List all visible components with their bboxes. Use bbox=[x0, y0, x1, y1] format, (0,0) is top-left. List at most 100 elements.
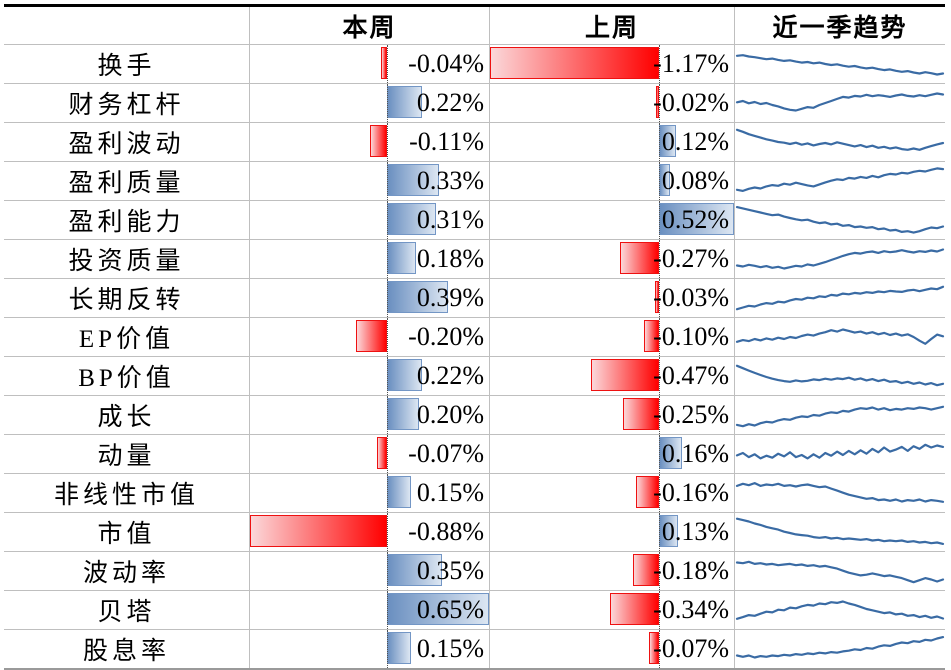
trend-sparkline-cell bbox=[735, 630, 945, 668]
zero-axis bbox=[658, 240, 660, 278]
zero-axis bbox=[387, 357, 389, 395]
this-week-cell: 0.31% bbox=[250, 201, 490, 239]
last-week-value: 0.52% bbox=[661, 205, 729, 234]
trend-sparkline-cell bbox=[735, 162, 945, 200]
header-this-week: 本周 bbox=[250, 7, 490, 44]
trend-sparkline-cell bbox=[735, 396, 945, 434]
table-row: BP价值 0.22% -0.47% bbox=[4, 357, 945, 396]
table-row: 盈利能力 0.31% 0.52% bbox=[4, 201, 945, 240]
sparkline-chart bbox=[735, 128, 945, 151]
data-bar bbox=[635, 476, 659, 508]
zero-axis bbox=[658, 318, 660, 356]
factor-label: 股息率 bbox=[4, 630, 250, 668]
last-week-value: -1.17% bbox=[653, 49, 729, 78]
table-row: 非线性市值 0.15% -0.16% bbox=[4, 474, 945, 513]
factor-label: 盈利质量 bbox=[4, 162, 250, 200]
factor-label: 成长 bbox=[4, 396, 250, 434]
factor-label: 长期反转 bbox=[4, 279, 250, 317]
data-bar bbox=[387, 593, 489, 625]
last-week-value: -0.16% bbox=[653, 478, 729, 507]
factor-label: 换手 bbox=[4, 45, 250, 83]
data-bar bbox=[609, 593, 659, 625]
zero-axis bbox=[658, 630, 660, 668]
trend-sparkline-cell bbox=[735, 474, 945, 512]
trend-sparkline-cell bbox=[735, 123, 945, 161]
last-week-value: -0.47% bbox=[653, 361, 729, 390]
table-row: 财务杠杆 0.22% -0.02% bbox=[4, 84, 945, 123]
zero-axis bbox=[658, 552, 660, 590]
data-bar bbox=[654, 281, 659, 313]
zero-axis bbox=[387, 84, 389, 122]
zero-axis bbox=[658, 474, 660, 512]
factor-label: 盈利波动 bbox=[4, 123, 250, 161]
last-week-cell: 0.13% bbox=[490, 513, 735, 551]
sparkline-path bbox=[735, 482, 945, 503]
factor-label: 非线性市值 bbox=[4, 474, 250, 512]
last-week-value: -0.07% bbox=[653, 634, 729, 663]
zero-axis bbox=[658, 201, 660, 239]
last-week-cell: -0.25% bbox=[490, 396, 735, 434]
factor-label: 投资质量 bbox=[4, 240, 250, 278]
this-week-value: 0.31% bbox=[416, 205, 484, 234]
sparkline-path bbox=[735, 248, 945, 270]
sparkline-chart bbox=[735, 328, 945, 345]
sparkline-path bbox=[735, 92, 945, 112]
last-week-value: -0.18% bbox=[653, 556, 729, 585]
data-bar bbox=[387, 164, 439, 196]
header-row: 本周 上周 近一季趋势 bbox=[4, 4, 945, 45]
last-week-cell: 0.52% bbox=[490, 201, 735, 239]
this-week-cell: -0.20% bbox=[250, 318, 490, 356]
zero-axis bbox=[658, 396, 660, 434]
last-week-cell: -0.10% bbox=[490, 318, 735, 356]
trend-sparkline-cell bbox=[735, 318, 945, 356]
this-week-value: 0.35% bbox=[416, 556, 484, 585]
zero-axis bbox=[387, 240, 389, 278]
table-row: 投资质量 0.18% -0.27% bbox=[4, 240, 945, 279]
sparkline-path bbox=[735, 364, 945, 387]
data-bar bbox=[250, 515, 388, 547]
this-week-cell: -0.04% bbox=[250, 45, 490, 83]
zero-axis bbox=[658, 435, 660, 473]
sparkline-path bbox=[735, 128, 945, 151]
header-factor bbox=[4, 7, 250, 44]
this-week-cell: 0.20% bbox=[250, 396, 490, 434]
trend-sparkline-cell bbox=[735, 240, 945, 278]
last-week-cell: -0.07% bbox=[490, 630, 735, 668]
table-row: 波动率 0.35% -0.18% bbox=[4, 552, 945, 591]
trend-sparkline-cell bbox=[735, 201, 945, 239]
table-row: EP价值 -0.20% -0.10% bbox=[4, 318, 945, 357]
this-week-value: 0.22% bbox=[416, 361, 484, 390]
sparkline-path bbox=[735, 205, 945, 234]
last-week-cell: -1.17% bbox=[490, 45, 735, 83]
this-week-cell: 0.15% bbox=[250, 630, 490, 668]
table-row: 动量 -0.07% 0.16% bbox=[4, 435, 945, 474]
zero-axis bbox=[658, 123, 660, 161]
zero-axis bbox=[387, 513, 389, 551]
header-last-week: 上周 bbox=[490, 7, 735, 44]
table-row: 贝塔 0.65% -0.34% bbox=[4, 591, 945, 630]
data-bar bbox=[387, 476, 411, 508]
factor-performance-table: 本周 上周 近一季趋势 换手 -0.04% -1.17% 财务杠杆 0.22% bbox=[4, 4, 945, 670]
this-week-value: 0.39% bbox=[416, 283, 484, 312]
last-week-cell: 0.12% bbox=[490, 123, 735, 161]
last-week-cell: -0.34% bbox=[490, 591, 735, 629]
this-week-value: -0.07% bbox=[408, 439, 484, 468]
this-week-value: 0.15% bbox=[416, 478, 484, 507]
last-week-value: -0.27% bbox=[653, 244, 729, 273]
zero-axis bbox=[387, 123, 389, 161]
table-row: 成长 0.20% -0.25% bbox=[4, 396, 945, 435]
last-week-value: 0.13% bbox=[661, 517, 729, 546]
last-week-value: -0.02% bbox=[653, 88, 729, 117]
factor-label: 动量 bbox=[4, 435, 250, 473]
table-row: 盈利波动 -0.11% 0.12% bbox=[4, 123, 945, 162]
sparkline-path bbox=[735, 167, 945, 192]
this-week-cell: -0.07% bbox=[250, 435, 490, 473]
factor-label: 财务杠杆 bbox=[4, 84, 250, 122]
sparkline-chart bbox=[735, 54, 945, 76]
data-bar bbox=[370, 125, 388, 157]
this-week-value: 0.18% bbox=[416, 244, 484, 273]
table-row: 市值 -0.88% 0.13% bbox=[4, 513, 945, 552]
zero-axis bbox=[387, 279, 389, 317]
data-bar bbox=[387, 242, 416, 274]
factor-label: BP价值 bbox=[4, 357, 250, 395]
